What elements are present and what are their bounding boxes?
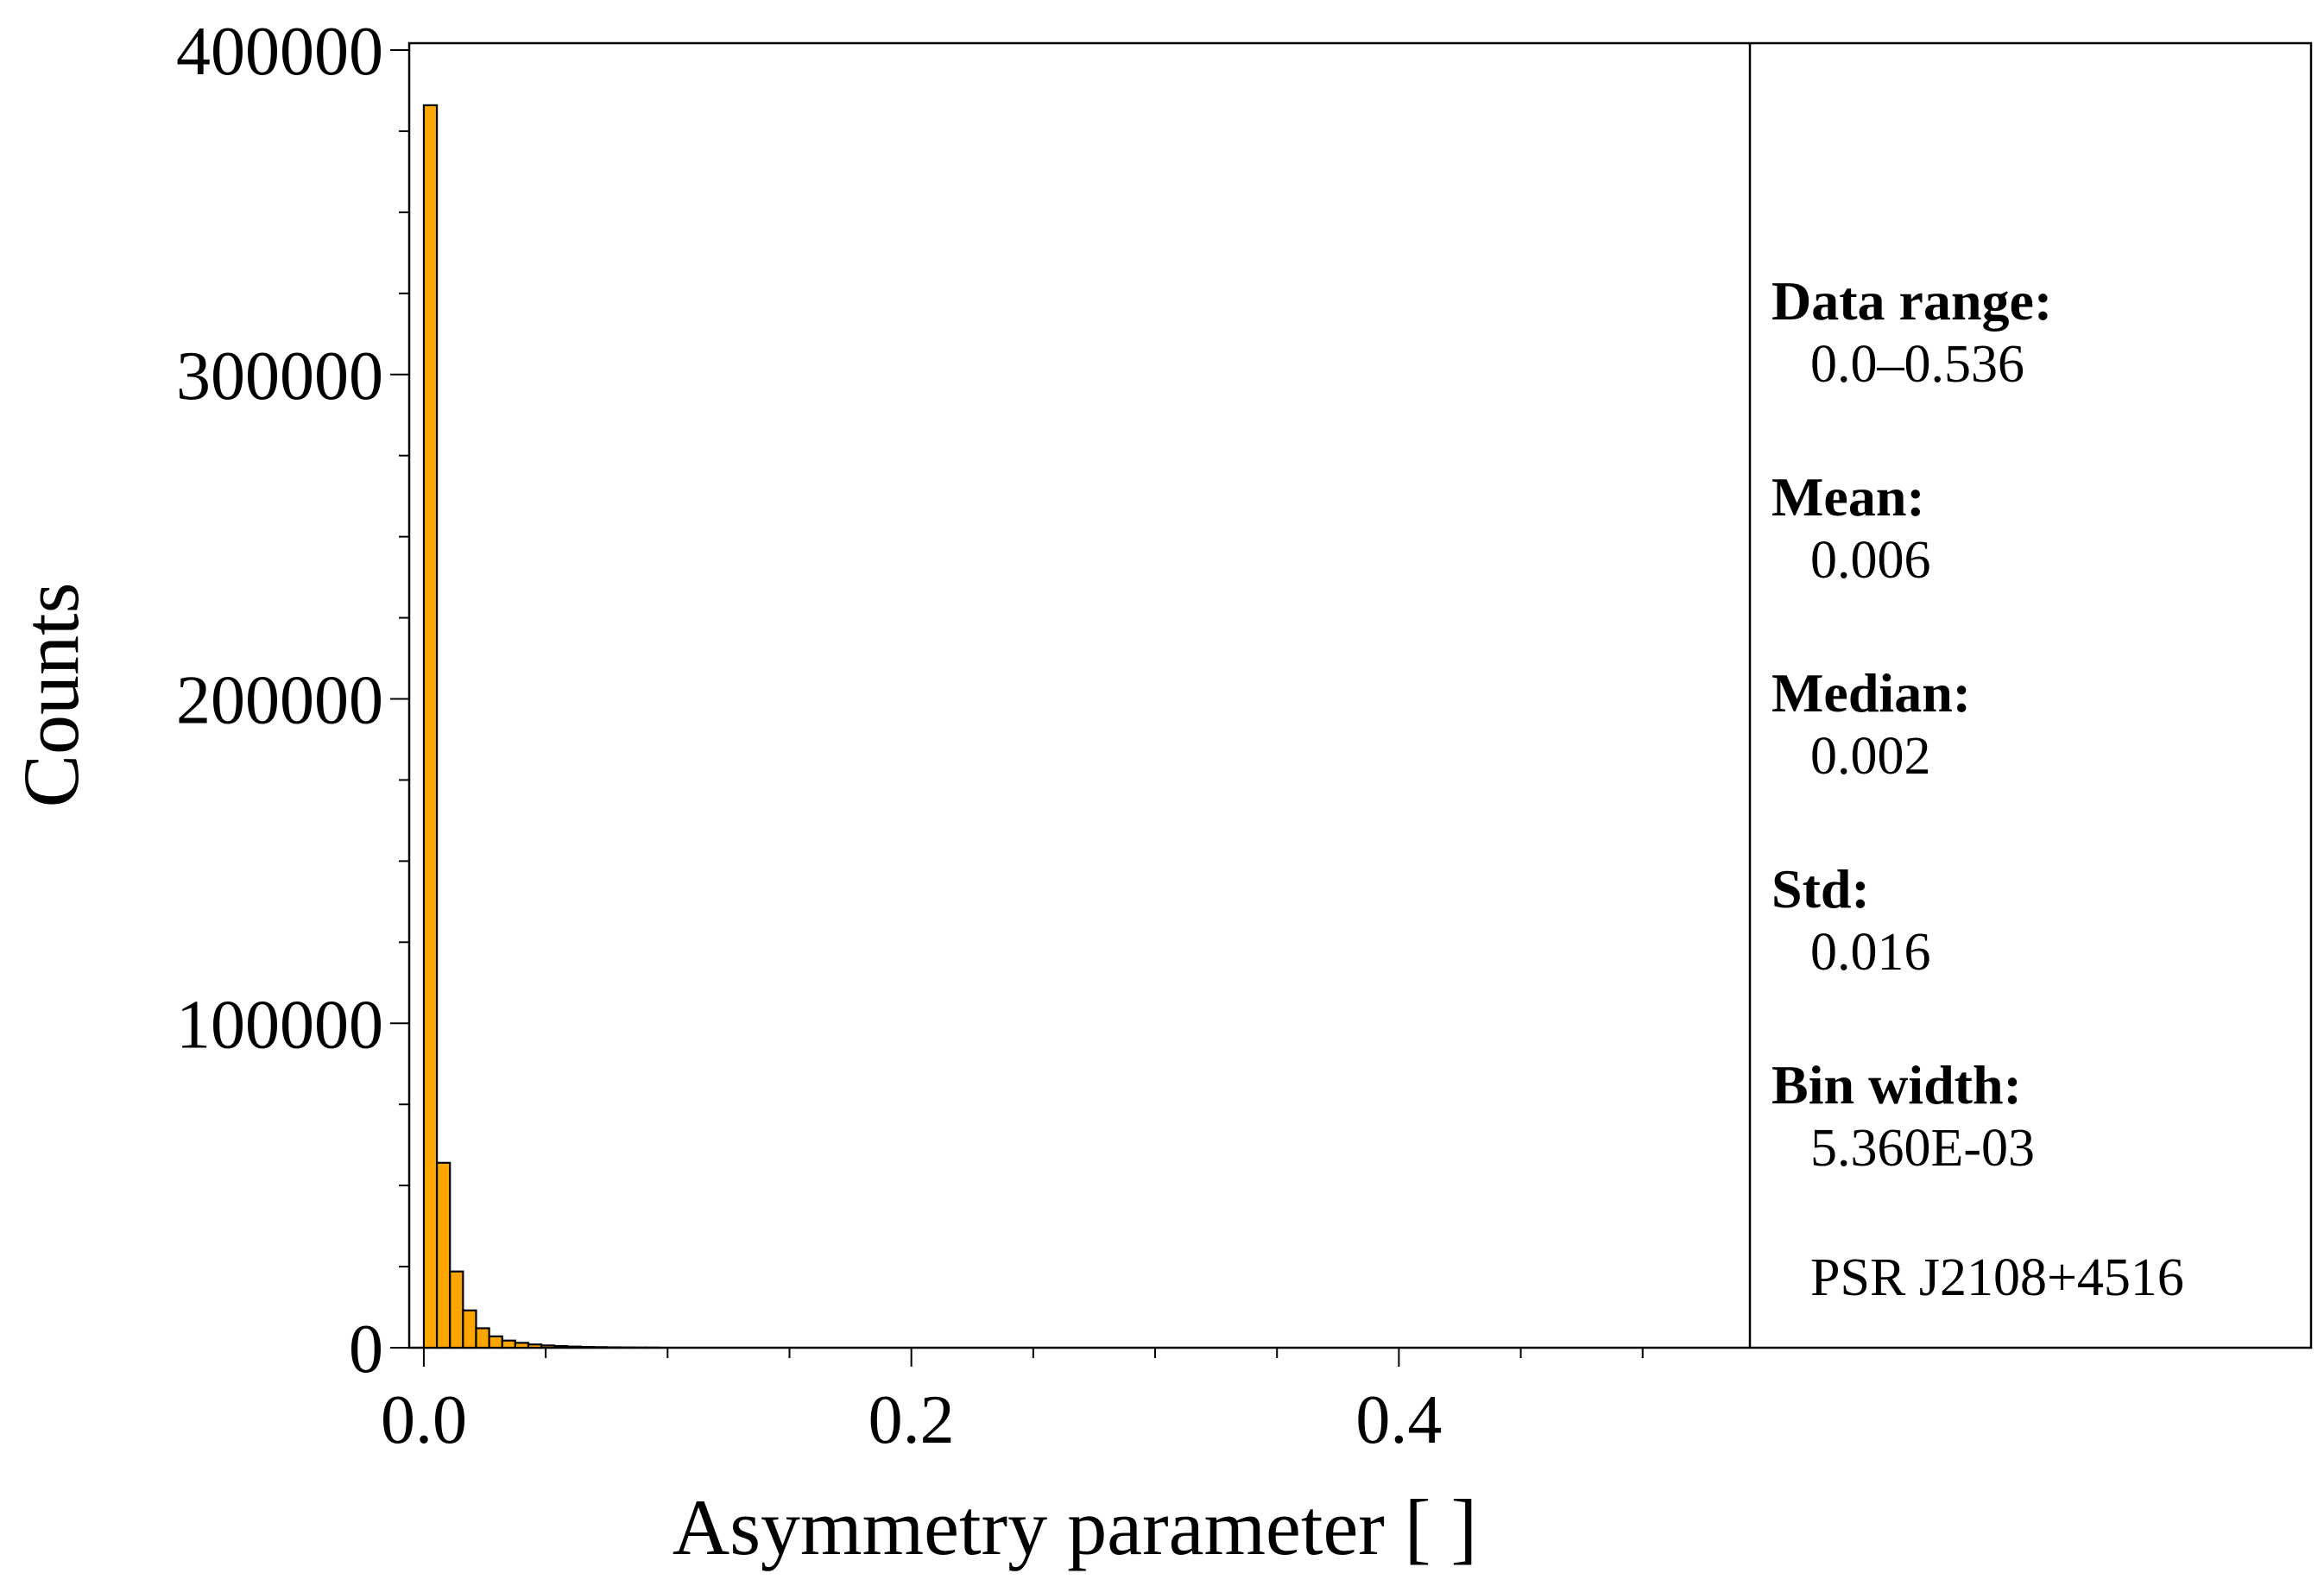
std-label: Std:: [1771, 858, 1870, 919]
bin-width-value: 5.360E-03: [1810, 1119, 2035, 1178]
data-range-value: 0.0–0.536: [1810, 335, 2024, 394]
histogram-bar: [475, 1327, 490, 1349]
x-axis-ticks: 0.0 0.2 0.4: [381, 1348, 1644, 1458]
histogram-bar: [592, 1346, 608, 1349]
plot-area-frame: [407, 41, 2313, 1349]
histogram-bar: [488, 1335, 503, 1349]
source-name: PSR J2108+4516: [1810, 1248, 2184, 1307]
y-axis-ticks: 0 100000 200000 300000 400000: [176, 14, 409, 1387]
histogram-bar: [540, 1344, 556, 1349]
bars-group: [422, 104, 660, 1349]
histogram-bar: [422, 104, 439, 1349]
histogram-bar: [579, 1345, 595, 1349]
histogram-bar: [462, 1309, 477, 1349]
stats-panel: Data range: 0.0–0.536 Mean: 0.006 Median…: [1771, 270, 2184, 1307]
y-tick-label: 400000: [176, 14, 383, 90]
x-axis-title: Asymmetry parameter [ ]: [673, 1483, 1477, 1571]
median-value: 0.002: [1810, 727, 1931, 786]
histogram-bar: [553, 1345, 569, 1349]
histogram-bar: [435, 1161, 452, 1349]
y-tick-label: 200000: [176, 663, 383, 739]
x-tick-label: 0.0: [381, 1382, 467, 1458]
mean-value: 0.006: [1810, 531, 1931, 590]
histogram-bar: [501, 1339, 516, 1349]
x-tick-label: 0.2: [868, 1382, 955, 1458]
histogram-bar: [514, 1342, 530, 1349]
median-label: Median:: [1771, 662, 1971, 723]
mean-label: Mean:: [1771, 466, 1925, 528]
y-axis-title: Counts: [7, 583, 95, 808]
y-tick-label: 100000: [176, 987, 383, 1063]
histogram-bar: [527, 1343, 543, 1349]
histogram-bar: [449, 1270, 464, 1349]
x-tick-label: 0.4: [1355, 1382, 1442, 1458]
data-range-label: Data range:: [1771, 270, 2052, 332]
bin-width-label: Bin width:: [1771, 1054, 2022, 1115]
y-tick-label: 0: [349, 1311, 383, 1387]
histogram-bar: [566, 1345, 582, 1349]
std-value: 0.016: [1810, 923, 1931, 982]
y-tick-label: 300000: [176, 338, 383, 414]
